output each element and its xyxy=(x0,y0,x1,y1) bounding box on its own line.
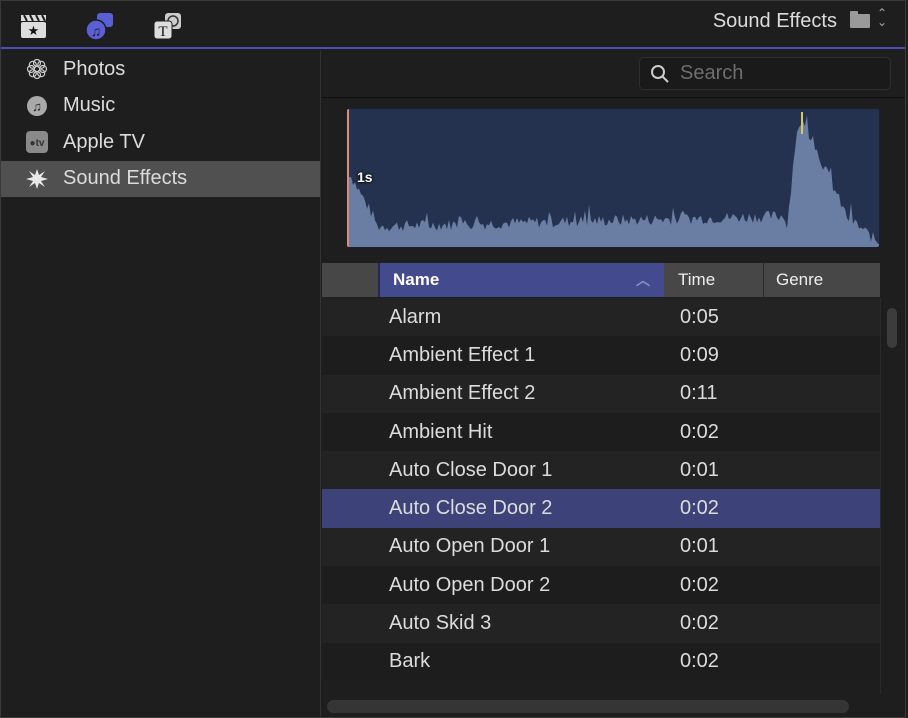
cell-time: 0:02 xyxy=(680,573,719,596)
cell-time: 0:02 xyxy=(680,497,719,520)
duration-label: 1s xyxy=(357,169,373,185)
table-row[interactable]: Bark 0:02 xyxy=(322,642,880,681)
waveform xyxy=(347,112,879,247)
search-row xyxy=(322,51,905,98)
cell-time: 0:09 xyxy=(680,343,719,366)
playhead[interactable] xyxy=(347,109,349,247)
cell-name: Auto Open Door 2 xyxy=(389,573,551,596)
svg-text:♫: ♫ xyxy=(32,99,42,114)
cell-time: 0:01 xyxy=(680,458,719,481)
horizontal-scrollbar[interactable] xyxy=(327,700,849,713)
cell-name: Bark xyxy=(389,650,431,673)
table-row[interactable]: Auto Close Door 1 0:01 xyxy=(322,451,880,490)
sidebar-item-label: Photos xyxy=(63,57,126,80)
sidebar-item-label: Apple TV xyxy=(63,130,145,153)
cell-name: Auto Skid 3 xyxy=(389,612,492,635)
music-note-icon: ♫ xyxy=(26,95,48,117)
titles-icon[interactable]: T xyxy=(153,11,183,41)
browser-toolbar: ★ ♫ T Sound Effects ⌃ ⌄ xyxy=(1,1,905,49)
sidebar-item-label: Music xyxy=(63,94,116,117)
table-row[interactable]: Auto Open Door 2 0:02 xyxy=(322,566,880,605)
search-input[interactable] xyxy=(680,62,870,85)
waveform-shape xyxy=(347,115,879,247)
folder-icon[interactable] xyxy=(850,11,870,28)
svg-text:●tv: ●tv xyxy=(30,138,45,149)
svg-text:♫: ♫ xyxy=(91,23,102,39)
waveform-preview[interactable]: 1s xyxy=(346,108,880,248)
column-header-time[interactable]: Time xyxy=(664,263,764,297)
photos-flower-icon xyxy=(26,58,48,80)
browser-main: 1s Name ︿ Time Genre Alarm 0:05 Ambient Eff… xyxy=(322,51,905,717)
sidebar-item-apple-tv[interactable]: ●tv Apple TV xyxy=(1,124,320,161)
starburst-icon xyxy=(26,168,48,190)
divider xyxy=(880,298,881,694)
table-header: Name ︿ Time Genre xyxy=(322,263,880,297)
search-field[interactable] xyxy=(639,57,891,90)
chevron-updown-icon[interactable]: ⌃ ⌄ xyxy=(877,6,888,29)
cell-name: Alarm xyxy=(389,305,442,328)
cell-name: Auto Open Door 1 xyxy=(389,535,551,558)
sidebar-item-photos[interactable]: Photos xyxy=(1,51,320,88)
column-header-name[interactable]: Name ︿ xyxy=(378,263,664,297)
vertical-scrollbar[interactable] xyxy=(887,308,897,348)
table-row[interactable]: Ambient Hit 0:02 xyxy=(322,412,880,452)
table-row[interactable]: Alarm 0:05 xyxy=(322,298,880,337)
cell-name: Auto Close Door 1 xyxy=(389,458,553,481)
column-header-genre[interactable]: Genre xyxy=(764,263,880,297)
svg-text:T: T xyxy=(158,24,167,40)
column-label: Time xyxy=(678,270,716,289)
cell-time: 0:05 xyxy=(680,305,719,328)
library-title[interactable]: Sound Effects xyxy=(712,10,837,32)
sidebar-item-sound-effects[interactable]: Sound Effects xyxy=(1,160,320,197)
table-row[interactable]: Ambient Effect 2 0:11 xyxy=(322,374,880,413)
cell-time: 0:11 xyxy=(680,382,718,405)
cell-name: Auto Close Door 2 xyxy=(389,497,553,520)
cell-name: Ambient Effect 2 xyxy=(389,382,536,405)
cell-name: Ambient Effect 1 xyxy=(389,343,536,366)
table-row[interactable]: Ambient Effect 1 0:09 xyxy=(322,336,880,375)
cell-time: 0:02 xyxy=(680,612,719,635)
search-icon xyxy=(651,64,669,83)
column-label: Name xyxy=(393,270,440,289)
table-row[interactable]: Auto Open Door 1 0:01 xyxy=(322,527,880,567)
table-row[interactable]: Auto Close Door 2 0:02 xyxy=(322,489,880,528)
music-photo-icon[interactable]: ♫ xyxy=(85,11,115,41)
column-label: Genre xyxy=(776,270,824,289)
sort-ascending-icon: ︿ xyxy=(636,272,650,288)
sound-list: Alarm 0:05 Ambient Effect 1 0:09 Ambient Eff… xyxy=(322,298,880,681)
sidebar-item-label: Sound Effects xyxy=(63,167,188,190)
cell-time: 0:02 xyxy=(680,420,719,443)
sidebar: Photos ♫ Music ●tv Apple TV Sound Effect… xyxy=(1,51,321,717)
clapper-star-icon[interactable]: ★ xyxy=(19,11,49,41)
svg-text:★: ★ xyxy=(28,23,40,38)
sidebar-item-music[interactable]: ♫ Music xyxy=(1,88,320,125)
cell-name: Ambient Hit xyxy=(389,420,493,443)
cell-time: 0:01 xyxy=(680,535,719,558)
cell-time: 0:02 xyxy=(680,650,719,673)
apple-tv-icon: ●tv xyxy=(26,131,48,154)
table-row[interactable]: Auto Skid 3 0:02 xyxy=(322,604,880,643)
